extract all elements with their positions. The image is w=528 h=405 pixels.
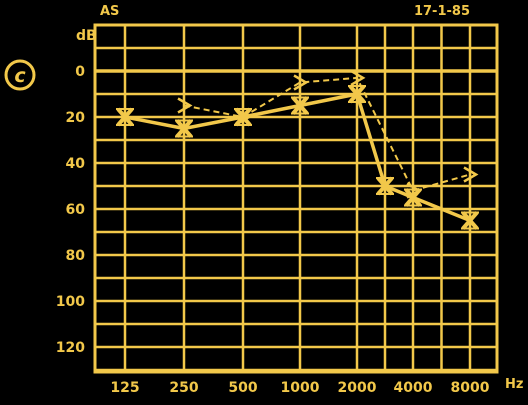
bone-conduction-marker [293, 74, 309, 91]
panel-label-circle [4, 59, 36, 91]
y-axis-unit: dB [76, 28, 97, 44]
date-label: 17-1-85 [414, 4, 470, 19]
plot-frame [93, 23, 499, 374]
bone-conduction-marker [350, 69, 366, 86]
y-tick-label: 40 [66, 156, 86, 172]
air-conduction-marker [376, 176, 394, 196]
y-tick-label: 120 [56, 340, 85, 356]
x-tick-label: 1000 [281, 380, 320, 396]
bone-conduction-marker [236, 108, 252, 126]
x-tick-label: 2000 [338, 380, 377, 396]
bone-conduction-marker [177, 97, 193, 114]
air-conduction-marker [116, 107, 134, 127]
x-tick-label: 4000 [394, 380, 433, 396]
y-tick-label: 60 [66, 202, 86, 218]
bone-conduction-marker [463, 166, 479, 183]
y-tick-label: 100 [56, 294, 85, 310]
y-tick-label: 0 [75, 64, 85, 80]
air-conduction-marker [461, 211, 479, 230]
x-tick-label: 250 [169, 380, 198, 396]
series-layer [116, 69, 479, 230]
grid [93, 23, 499, 374]
air-conduction-marker [291, 96, 309, 115]
y-tick-label: 80 [66, 248, 86, 264]
x-axis-unit: Hz [505, 377, 523, 392]
panel-label: c [14, 65, 26, 87]
y-tick-label: 20 [66, 110, 86, 126]
bone-conduction-line [183, 76, 471, 192]
y-tick-labels: 0 20 40 60 80 100 120 [56, 64, 85, 356]
x-tick-label: 8000 [451, 380, 490, 396]
air-conduction-marker [175, 119, 193, 138]
x-tick-label: 500 [228, 380, 257, 396]
ear-label: AS [100, 4, 119, 19]
x-tick-labels: 125 250 500 1000 2000 4000 8000 [110, 380, 489, 396]
x-tick-label: 125 [110, 380, 139, 396]
bone-conduction-marker [406, 182, 422, 199]
